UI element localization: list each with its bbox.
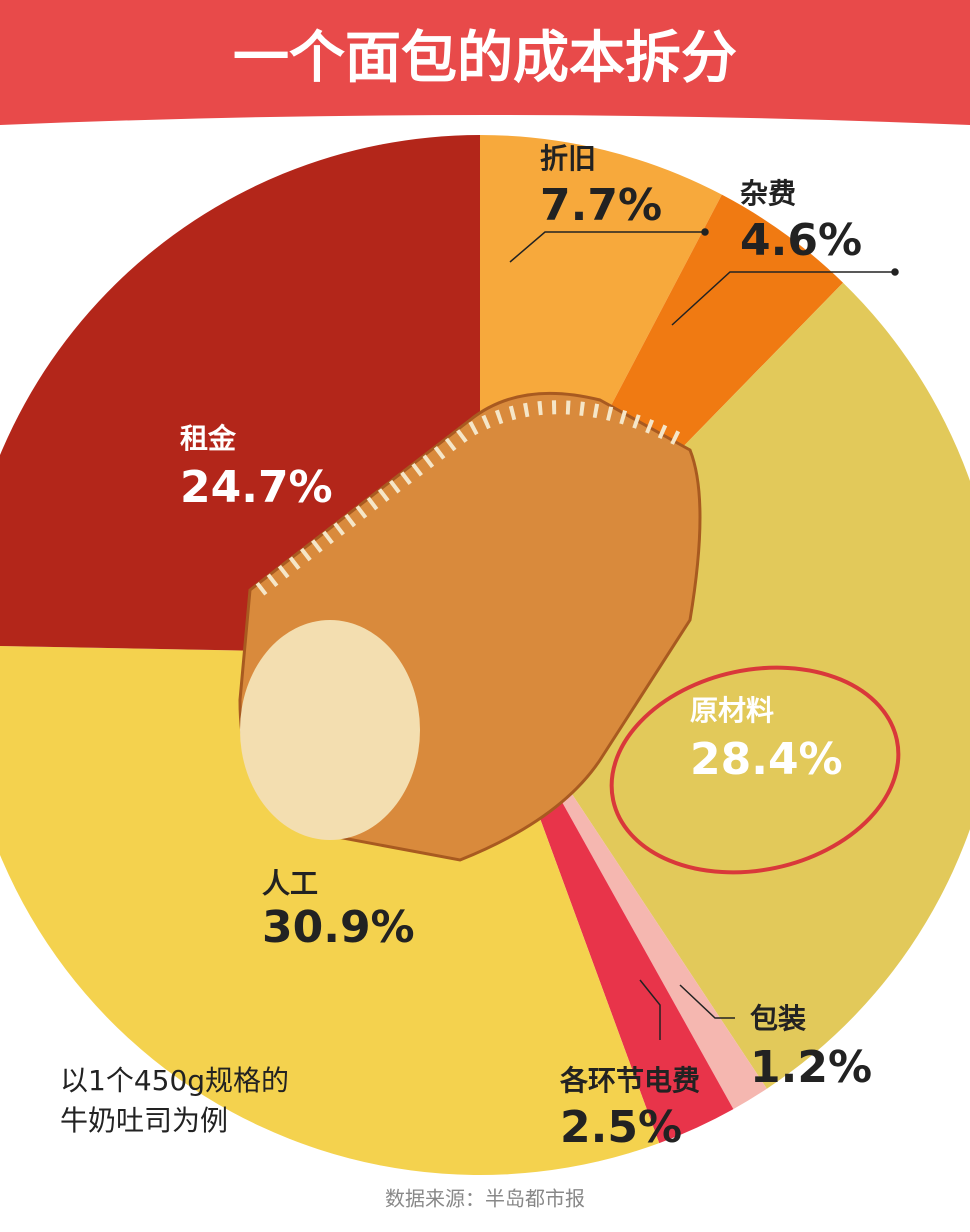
slice-name: 人工: [262, 867, 318, 900]
slice-value: 7.7%: [540, 180, 662, 231]
slice-name: 折旧: [540, 142, 596, 175]
slice-value: 28.4%: [690, 734, 843, 785]
note-line: 牛奶吐司为例: [60, 1104, 228, 1137]
highlight-circle: [609, 665, 901, 875]
slice-value: 24.7%: [180, 462, 333, 513]
slice-value: 30.9%: [262, 902, 415, 953]
slice-name: 杂费: [740, 177, 796, 210]
slice-name: 各环节电费: [559, 1064, 700, 1097]
note-line: 以1个450g规格的: [60, 1064, 289, 1097]
source: 数据来源：半岛都市报: [385, 1187, 585, 1211]
slice-value: 1.2%: [750, 1042, 872, 1093]
slice-value: 2.5%: [560, 1102, 682, 1153]
bread: [238, 391, 702, 862]
leader-lines: [509, 228, 899, 1040]
slice-name: 包装: [750, 1002, 806, 1035]
pie-slice: [480, 282, 970, 1089]
slice-name: 原材料: [690, 694, 774, 727]
slice-name: 租金: [180, 422, 237, 455]
slice-value: 4.6%: [740, 215, 862, 266]
header-band: [0, 0, 970, 125]
chart-title: 一个面包的成本拆分: [233, 26, 737, 91]
